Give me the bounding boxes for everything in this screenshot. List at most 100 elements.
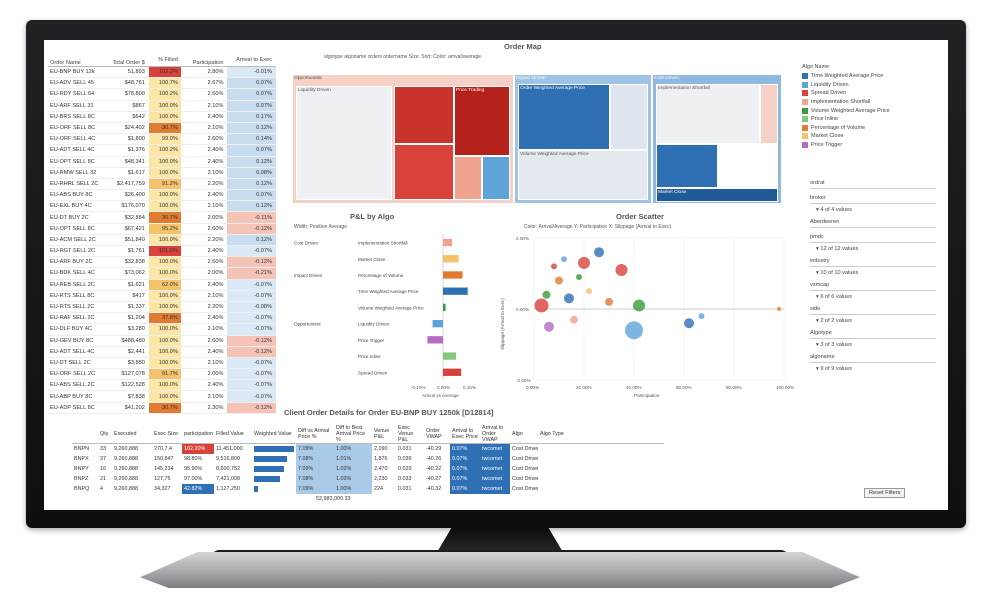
scatter-point[interactable] (542, 290, 551, 299)
scatter-point[interactable] (594, 247, 604, 258)
scatter-point[interactable] (698, 313, 705, 320)
treemap-vwap[interactable]: Volume Weighted Average Price (518, 150, 648, 200)
treemap-block[interactable] (718, 144, 778, 188)
scatter-point[interactable] (564, 293, 574, 304)
scatter-point[interactable] (615, 263, 628, 276)
pl-bar[interactable] (443, 368, 462, 376)
order-row[interactable]: EU-RTS SELL 8C $417 100.0% 2.10% -0.07% (48, 290, 276, 302)
treemap-liquidity[interactable]: Liquidity Driven (296, 86, 392, 200)
header-cell[interactable]: Diff to Best Arrival Price % (336, 425, 366, 443)
order-row[interactable]: EU-EXL BUY 4C $176,070 100.0% 2.10% 0.12% (48, 201, 276, 213)
col-total-order[interactable]: Total Order $ (112, 60, 145, 66)
client-order-row[interactable]: BNPX 37 9,260,888 150,847 98.80% 9,516,800 7.0… (72, 454, 664, 464)
treemap-block[interactable] (394, 86, 454, 144)
order-row[interactable]: EU-RGT SELL 2C $1,761 101.9% 2.40% -0.07% (48, 246, 276, 258)
col-arrival-exec[interactable]: Arrival to Exec (235, 57, 272, 63)
pl-bar[interactable] (443, 287, 468, 295)
treemap-block[interactable] (394, 144, 454, 200)
scatter-point[interactable] (625, 321, 643, 340)
treemap-price-trading[interactable]: Price Trading (454, 86, 510, 156)
header-cell[interactable]: Diff vs Arrival Price % (298, 428, 330, 440)
pl-bar[interactable] (443, 255, 459, 263)
treemap-impl-shortfall[interactable]: Implementation Shortfall (656, 84, 760, 144)
order-row[interactable]: EU-RMW SELL 32 $1,617 100.0% 2.10% 0.08% (48, 167, 276, 179)
order-scatter-chart[interactable]: Color: Arrival/Average Y: Participation … (494, 220, 794, 410)
filter-group[interactable]: broker ▾ 4 of 4 values (810, 195, 936, 213)
order-row[interactable]: EU-BNP BUY 12k 51,893 102.2% 2.80% -0.01% (48, 67, 276, 79)
order-row[interactable]: EU-ACM SELL 2C $51,840 100.0% 2.20% 0.12% (48, 234, 276, 246)
client-order-row[interactable]: BNPN 33 9,260,888 270,7.4 102.20% 11,451,000 7… (72, 444, 664, 454)
filter-dropdown[interactable]: ▾ 10 of 10 values (816, 270, 859, 276)
client-order-row[interactable]: BNPY 16 9,260,888 145,234 95.90% 8,600,752 7.0… (72, 464, 664, 474)
header-cell[interactable]: Algo (512, 431, 523, 437)
order-row[interactable]: EU-REB SELL 2C $1,621 62.0% 2.40% -0.07% (48, 279, 276, 291)
filter-group[interactable]: vsmcap ▾ 6 of 6 values (810, 282, 936, 300)
order-row[interactable]: EU-ARF SELL 31 $867 100.0% 2.10% 0.07% (48, 100, 276, 112)
scatter-point[interactable] (570, 315, 578, 324)
order-map-treemap[interactable]: Opportunistic Liquidity Driven Price Tra… (292, 74, 782, 204)
scatter-point[interactable] (684, 318, 694, 329)
legend-item[interactable]: Market Close (802, 132, 890, 141)
legend-item[interactable]: Spread Driven (802, 89, 890, 98)
scatter-point[interactable] (561, 256, 567, 263)
header-cell[interactable]: Algo Type (540, 431, 564, 437)
filter-group[interactable]: ordrat (810, 180, 936, 189)
scatter-point[interactable] (544, 321, 554, 332)
order-row[interactable]: EU-ORF SELL 4C $1,800 99.0% 2.60% 0.14% (48, 134, 276, 146)
legend-item[interactable]: Liquidity Driven (802, 81, 890, 90)
order-row[interactable]: EU-RDY SELL 64 $78,800 100.2% 2.60% 0.07% (48, 89, 276, 101)
order-row[interactable]: EU-GEV BUY 8C $488,480 100.0% 2.60% -0.12% (48, 335, 276, 347)
order-row[interactable]: EU-ORF SELL 8C $24,402 30.7% 2.10% 0.12% (48, 122, 276, 135)
order-row[interactable]: EU-ADV SELL 45 $48,761 100.7% 2.67% 0.07% (48, 78, 276, 90)
order-row[interactable]: EU-ORF SELL 2C $127,078 91.7% 2.00% -0.07% (48, 369, 276, 381)
order-row[interactable]: EU-ADT SELL 4C $1,376 100.2% 2.40% 0.07% (48, 145, 276, 157)
header-cell[interactable]: participation (184, 431, 214, 437)
order-row[interactable]: EU-OPT SELL 8C $67,421 95.2% 2.60% -0.12% (48, 223, 276, 235)
legend-item[interactable]: Implementation Shortfall (802, 98, 890, 107)
pl-bar[interactable] (443, 303, 446, 312)
pl-controls[interactable]: Width: Position Average (294, 224, 347, 230)
header-cell[interactable]: Exec Venue P&L (398, 425, 414, 443)
order-row[interactable]: EU-RHRL SELL 2C $2,417,759 91.2% 2.20% 0.12% (48, 178, 276, 191)
order-row[interactable]: EU-ARF BUY 2C $32,838 100.0% 2.60% -0.12% (48, 257, 276, 269)
filter-group[interactable]: algoname ▾ 9 of 9 values (810, 354, 936, 372)
order-map-controls[interactable]: algotype algoname orders ordername Size:… (324, 54, 482, 60)
reset-filters-button[interactable]: Reset Filters (864, 488, 906, 498)
header-cell[interactable]: Arrival to Exec Price (452, 428, 478, 440)
scatter-point[interactable] (551, 263, 557, 270)
filter-group[interactable]: Aberdeenet (810, 219, 936, 228)
header-cell[interactable]: Order VWAP (426, 428, 442, 440)
header-cell[interactable]: Arrival to Order VWAP (482, 425, 504, 443)
scatter-point[interactable] (777, 307, 781, 311)
treemap-block[interactable] (454, 156, 482, 200)
filter-group[interactable]: side ▾ 2 of 2 values (810, 306, 936, 324)
header-cell[interactable]: Qty (100, 431, 109, 437)
filter-dropdown[interactable]: ▾ 9 of 9 values (816, 366, 853, 372)
scatter-point[interactable] (633, 299, 645, 312)
header-cell[interactable]: Exec Size (154, 431, 178, 437)
pl-bar[interactable] (443, 238, 453, 247)
order-row[interactable]: EU-BRS SELL 8C $642 100.0% 2.40% 0.17% (48, 111, 276, 123)
filter-group[interactable]: pmdc ▾ 12 of 12 values (810, 234, 936, 252)
header-cell[interactable]: Filled Value (216, 431, 244, 437)
order-row[interactable]: EU-DLF BUY 4C $3,280 100.0% 2.10% -0.07% (48, 324, 276, 336)
filter-dropdown[interactable]: ▾ 2 of 2 values (816, 318, 853, 324)
order-row[interactable]: EU-OPT SELL 8C $48,341 100.0% 2.40% 0.12% (48, 156, 276, 168)
header-cell[interactable]: Venue P&L (374, 428, 390, 440)
filter-dropdown[interactable]: ▾ 3 of 3 values (816, 342, 853, 348)
pl-bar[interactable] (443, 271, 463, 279)
scatter-point[interactable] (586, 288, 592, 295)
filter-dropdown[interactable]: ▾ 12 of 12 values (816, 246, 859, 252)
client-order-row[interactable]: BNPZ 21 9,260,888 127,75 97.00% 7,421,008 7.08… (72, 474, 664, 484)
order-row[interactable]: EU-ABS BUY 8C $26,400 100.0% 2.40% 0.07% (48, 190, 276, 202)
order-row[interactable]: EU-ABS SELL 2C $122,528 100.0% 2.40% -0.07% (48, 380, 276, 392)
treemap-block[interactable] (760, 84, 778, 144)
pl-bar[interactable] (427, 336, 443, 344)
col-participation[interactable]: Participation (192, 60, 224, 66)
order-row[interactable]: EU-DT BUY 2C $32,884 30.7% 2.00% -0.11% (48, 212, 276, 224)
scatter-point[interactable] (578, 256, 590, 269)
col-filled[interactable]: % Filled (157, 57, 178, 63)
treemap-market-close[interactable]: Market Close (656, 188, 778, 202)
scatter-point[interactable] (534, 298, 549, 313)
treemap-block[interactable] (656, 144, 718, 188)
